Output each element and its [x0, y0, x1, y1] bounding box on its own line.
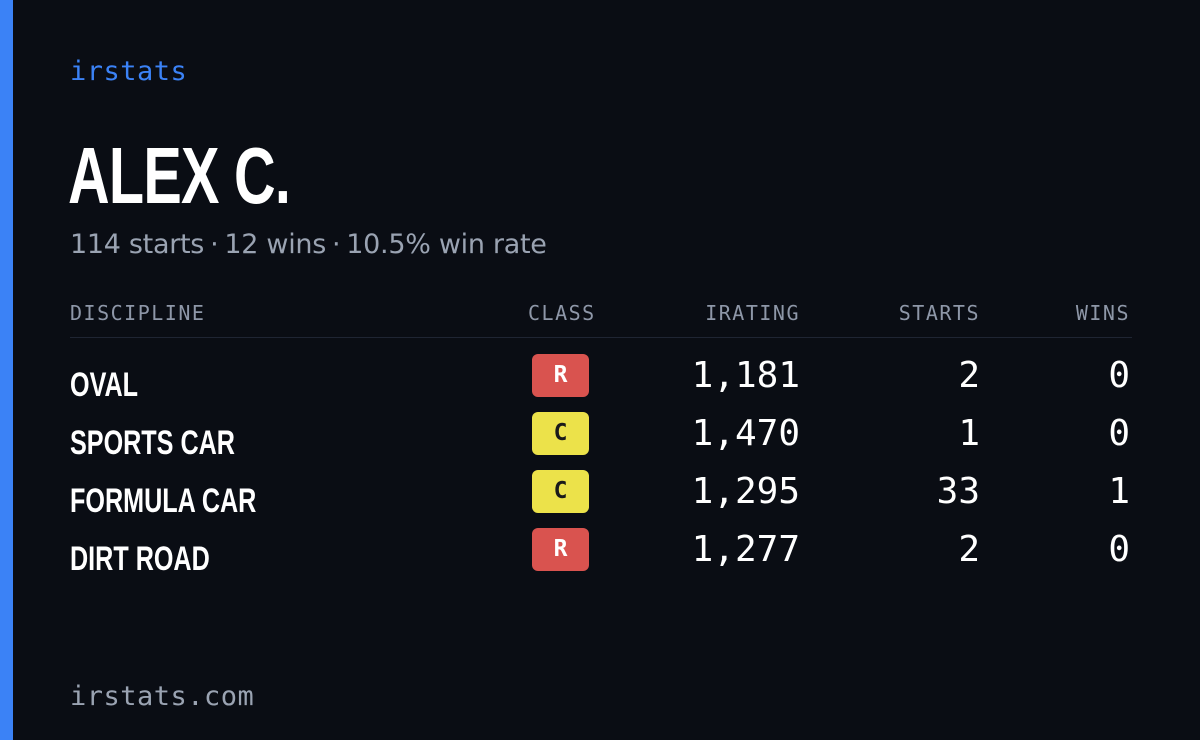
- wins-value: 0: [1108, 529, 1130, 570]
- wins-value: 0: [1108, 355, 1130, 396]
- class-badge: R: [532, 528, 589, 571]
- table-row: FORMULA CAR C 1,295 33 1: [70, 470, 1132, 528]
- accent-bar: [0, 0, 13, 740]
- header-wins: WINS: [1075, 301, 1130, 325]
- wins-value: 1: [1108, 471, 1130, 512]
- starts-value: 2: [958, 529, 980, 570]
- table-row: OVAL R 1,181 2 0: [70, 354, 1132, 412]
- starts-value: 2: [958, 355, 980, 396]
- table-row: DIRT ROAD R 1,277 2 0: [70, 528, 1132, 586]
- class-badge: C: [532, 412, 589, 455]
- discipline-name: FORMULA CAR: [70, 482, 257, 520]
- player-name: ALEX C.: [68, 131, 291, 220]
- footer-url[interactable]: irstats.com: [70, 681, 255, 712]
- summary-wins: 12 wins: [224, 229, 326, 260]
- irating-value: 1,470: [691, 413, 800, 454]
- header-discipline: DISCIPLINE: [70, 301, 206, 325]
- irating-value: 1,277: [691, 529, 800, 570]
- table-row: SPORTS CAR C 1,470 1 0: [70, 412, 1132, 470]
- starts-value: 1: [958, 413, 980, 454]
- header-class: CLASS: [528, 301, 596, 325]
- discipline-name: DIRT ROAD: [70, 540, 210, 578]
- wins-value: 0: [1108, 413, 1130, 454]
- header-starts: STARTS: [898, 301, 980, 325]
- header-irating: IRATING: [705, 301, 800, 325]
- irating-value: 1,295: [691, 471, 800, 512]
- class-badge: R: [532, 354, 589, 397]
- table-header: DISCIPLINE CLASS IRATING STARTS WINS: [70, 296, 1132, 338]
- player-summary: 114 starts · 12 wins · 10.5% win rate: [70, 229, 547, 260]
- class-badge: C: [532, 470, 589, 513]
- summary-starts: 114 starts: [70, 229, 205, 260]
- starts-value: 33: [936, 471, 980, 512]
- table-body: OVAL R 1,181 2 0 SPORTS CAR C 1,470 1 0 …: [70, 354, 1132, 586]
- discipline-name: SPORTS CAR: [70, 424, 235, 462]
- summary-win-rate: 10.5% win rate: [346, 229, 547, 260]
- irating-value: 1,181: [691, 355, 800, 396]
- summary-separator: ·: [210, 229, 219, 260]
- discipline-table: DISCIPLINE CLASS IRATING STARTS WINS OVA…: [70, 296, 1132, 586]
- brand-logo[interactable]: irstats: [70, 56, 188, 87]
- summary-separator: ·: [331, 229, 341, 260]
- discipline-name: OVAL: [70, 366, 139, 404]
